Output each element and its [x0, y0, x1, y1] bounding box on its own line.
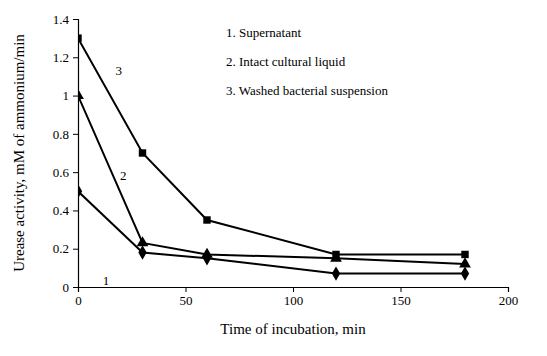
tick: 0.4 [53, 203, 78, 218]
tick-mark [401, 287, 402, 292]
tick-label: 1 [63, 88, 70, 103]
marker [137, 236, 149, 246]
marker [459, 257, 471, 267]
marker [78, 34, 82, 41]
legend-entry: 1. Supernatant [226, 25, 301, 40]
axis-line [73, 20, 79, 288]
x-axis-title: Time of incubation, min [220, 321, 366, 337]
annotation: 3 [116, 63, 123, 78]
axis-line [79, 288, 509, 293]
tick-label: 50 [180, 293, 193, 308]
annotation: 2 [120, 168, 127, 183]
marker [139, 149, 146, 156]
tick: 0.2 [53, 241, 78, 256]
series-line [78, 38, 465, 254]
marker [332, 251, 339, 258]
tick-label: 0.2 [53, 241, 69, 256]
tick: 1 [63, 88, 79, 103]
y-axis: 0 0.2 0.4 0.6 0.8 1 1.2 1.4 [53, 12, 79, 295]
marker [78, 184, 82, 198]
tick-mark [73, 57, 78, 58]
tick: 100 [284, 287, 304, 308]
tick-mark [73, 172, 78, 173]
tick: 0 [75, 287, 82, 308]
tick-mark [186, 287, 187, 292]
tick-label: 1.4 [53, 12, 70, 27]
plot: 0 50 100 150 200 0 0.2 0.4 0.6 0.8 1 1.2 1.4 3 2 1 1. Su… [53, 12, 519, 309]
tick-label: 200 [499, 293, 519, 308]
tick: 1.2 [53, 50, 78, 65]
marker [138, 245, 146, 259]
tick-label: 0 [75, 293, 82, 308]
tick-label: 0.4 [53, 203, 70, 218]
series-line [78, 96, 465, 264]
tick: 0.6 [53, 165, 78, 180]
tick-mark [73, 210, 78, 211]
tick: 0.8 [53, 127, 78, 142]
tick: 150 [391, 287, 411, 308]
tick-mark [73, 19, 78, 20]
tick: 0 [63, 280, 79, 295]
tick-label: 100 [284, 293, 304, 308]
y-axis-title: Urease activity, mM of ammonium/min [11, 34, 27, 272]
tick-mark [73, 134, 78, 135]
tick-label: 1.2 [53, 50, 69, 65]
tick: 1.4 [53, 12, 78, 27]
tick-label: 0 [63, 280, 70, 295]
tick-mark [73, 249, 78, 250]
legend: 1. Supernatant 2. Intact cultural liquid 3… [226, 25, 388, 98]
marker [461, 266, 469, 280]
tick: 50 [180, 287, 193, 308]
marks [78, 34, 471, 280]
tick-mark [73, 96, 78, 97]
marker [461, 251, 468, 258]
tick: 200 [499, 287, 519, 308]
marker [332, 266, 340, 280]
tick-mark [73, 287, 78, 288]
chart: 0 50 100 150 200 0 0.2 0.4 0.6 0.8 1 1.2 1.4 3 2 1 1. Su… [0, 0, 547, 356]
marker [201, 248, 213, 258]
annotation: 1 [103, 273, 110, 288]
tick-mark [293, 287, 294, 292]
marker [203, 216, 210, 223]
x-axis: 0 50 100 150 200 [75, 287, 518, 308]
marker [78, 89, 84, 99]
tick-label: 0.6 [53, 165, 70, 180]
tick-label: 0.8 [53, 127, 69, 142]
tick-mark [508, 287, 509, 292]
tick-label: 150 [391, 293, 411, 308]
legend-entry: 2. Intact cultural liquid [226, 54, 346, 69]
legend-entry: 3. Washed bacterial suspension [226, 83, 388, 98]
